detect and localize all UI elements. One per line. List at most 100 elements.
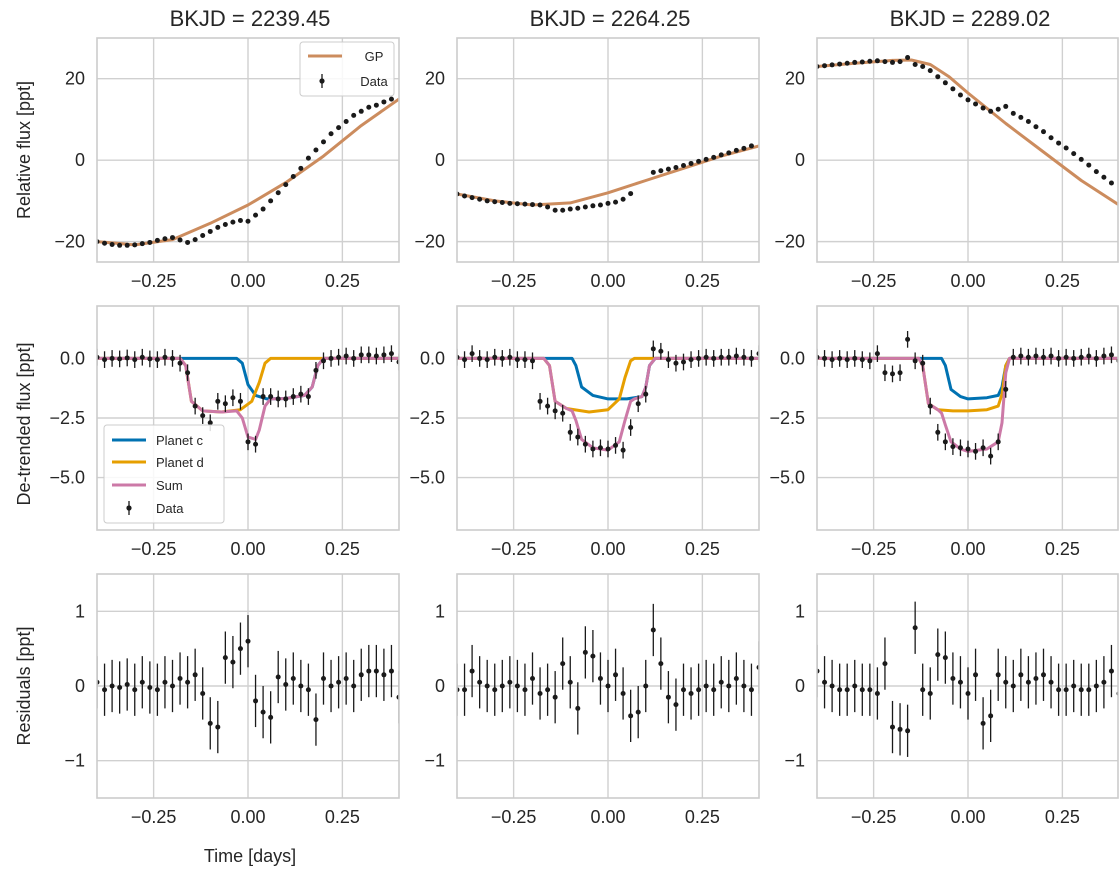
- data-point-r2c2-30: [1041, 672, 1046, 678]
- data-point-r2c0-16: [215, 724, 221, 730]
- data-point-r0c0-34: [351, 112, 357, 118]
- data-point-r0c2-30: [1041, 129, 1046, 135]
- data-point-r0c2-31: [1048, 135, 1054, 141]
- series-line-sum-r1c2: [817, 356, 1118, 453]
- data-point-r0c1-33: [718, 152, 724, 158]
- xtick-label-r0c2-2: 0.25: [1045, 271, 1080, 291]
- ytick-label-r2c2-1: 0: [795, 676, 805, 696]
- data-point-r2c0-31: [328, 683, 334, 689]
- data-point-r2c1-28: [665, 694, 671, 700]
- data-point-r2c0-11: [177, 676, 183, 682]
- data-point-r1c0-1: [102, 357, 108, 363]
- data-point-r0c2-2: [829, 62, 835, 68]
- data-point-r1c1-4: [484, 357, 490, 363]
- data-point-r2c1-34: [711, 687, 717, 693]
- data-point-r2c2-4: [844, 687, 850, 693]
- data-point-r2c1-12: [545, 687, 551, 693]
- data-point-r2c2-14: [920, 687, 926, 693]
- panel-r1c0: −0.25 0.00 0.25 0.0 −2.5 −5.0: [49, 305, 400, 559]
- data-point-r0c0-39: [388, 96, 394, 102]
- data-point-r2c1-10: [530, 676, 535, 682]
- data-point-r0c0-27: [298, 165, 304, 171]
- data-point-r0c0-8: [154, 237, 160, 243]
- data-point-r1c1-30: [681, 359, 686, 365]
- panel-title-col2: BKJD = 2289.02: [890, 6, 1051, 31]
- data-point-r1c2-12: [905, 336, 911, 342]
- data-point-r0c0-19: [237, 217, 243, 223]
- data-point-r2c2-22: [980, 720, 986, 726]
- data-point-r1c2-22: [980, 445, 986, 451]
- data-point-r0c1-37: [748, 143, 754, 149]
- data-point-r0c2-10: [890, 59, 895, 65]
- data-point-r0c2-33: [1063, 145, 1069, 151]
- data-point-r0c0-26: [290, 173, 296, 179]
- data-point-r2c0-18: [230, 659, 236, 665]
- data-point-r0c1-32: [711, 154, 717, 160]
- data-point-r1c0-23: [268, 394, 274, 400]
- panel-r0c0: −0.25 0.00 0.25 −20 0 20: [54, 37, 400, 291]
- data-point-r2c1-16: [575, 705, 581, 711]
- data-point-r1c2-29: [1033, 353, 1039, 359]
- data-point-r0c2-23: [988, 108, 994, 114]
- data-point-r0c1-26: [665, 166, 671, 172]
- xtick-label-r1c1-0: −0.25: [491, 539, 537, 559]
- data-point-r0c1-7: [507, 200, 513, 206]
- data-point-r2c2-26: [1010, 683, 1016, 689]
- data-point-r2c0-23: [268, 714, 274, 720]
- xtick-label-r1c0-0: −0.25: [131, 539, 177, 559]
- data-point-r1c1-7: [507, 354, 513, 360]
- data-point-r0c0-35: [358, 108, 364, 114]
- data-point-r2c2-39: [1108, 668, 1114, 674]
- panel-frame-r0c0: [96, 37, 400, 263]
- data-point-r0c1-30: [696, 158, 702, 164]
- data-point-r1c2-33: [1063, 354, 1069, 360]
- data-point-r1c1-15: [567, 429, 573, 435]
- data-point-r2c1-20: [605, 683, 611, 689]
- data-point-r2c0-34: [351, 683, 357, 689]
- data-point-r0c1-8: [514, 201, 520, 207]
- data-point-r0c1-28: [681, 162, 686, 168]
- data-point-r1c0-35: [358, 352, 364, 358]
- data-point-r0c2-32: [1056, 140, 1062, 146]
- data-point-r2c1-32: [696, 687, 702, 693]
- xtick-label-r0c1-0: −0.25: [491, 271, 537, 291]
- data-point-r2c1-38: [741, 683, 747, 689]
- data-point-r1c1-29: [673, 360, 679, 366]
- data-point-r2c1-31: [688, 690, 694, 696]
- legend-planet-c-label: Planet c: [156, 433, 203, 448]
- data-point-r0c2-13: [912, 61, 918, 67]
- data-point-r1c2-23: [988, 453, 994, 459]
- data-point-r1c1-5: [492, 354, 498, 360]
- data-point-r1c2-6: [859, 357, 865, 363]
- series-group-r0c2: [817, 55, 1118, 207]
- data-point-r2c0-2: [109, 683, 115, 689]
- data-point-r0c0-36: [366, 104, 372, 110]
- data-point-r1c0-2: [109, 355, 115, 361]
- data-point-r2c1-30: [681, 687, 686, 693]
- data-point-r0c0-9: [162, 236, 168, 242]
- data-point-r2c2-27: [1018, 672, 1024, 678]
- data-point-r2c1-23: [628, 713, 634, 719]
- ytick-label-r0c1-2: 20: [425, 69, 445, 89]
- xtick-label-r2c0-2: 0.25: [325, 807, 360, 827]
- data-point-r0c1-12: [545, 204, 551, 210]
- ytick-label-r0c2-0: −20: [774, 232, 805, 252]
- data-point-r1c2-30: [1041, 354, 1046, 360]
- ytick-label-r0c1-0: −20: [414, 232, 445, 252]
- data-point-r1c1-32: [696, 355, 702, 361]
- data-point-r2c2-5: [852, 683, 858, 689]
- data-point-r1c0-8: [154, 357, 160, 363]
- data-point-r2c2-37: [1093, 683, 1099, 689]
- legend-gp-label: GP: [365, 49, 384, 64]
- data-point-r1c2-15: [927, 403, 933, 409]
- panel-frame-r2c0: [96, 573, 400, 799]
- series-group-r0c1: [457, 143, 759, 213]
- data-point-r2c2-21: [973, 672, 979, 678]
- legend-data2-marker: [126, 505, 132, 511]
- data-point-r0c1-24: [650, 169, 656, 175]
- data-point-r0c2-14: [920, 64, 926, 70]
- data-point-r0c0-22: [260, 206, 266, 212]
- data-point-r1c1-38: [741, 354, 747, 360]
- data-point-r2c0-28: [305, 687, 311, 693]
